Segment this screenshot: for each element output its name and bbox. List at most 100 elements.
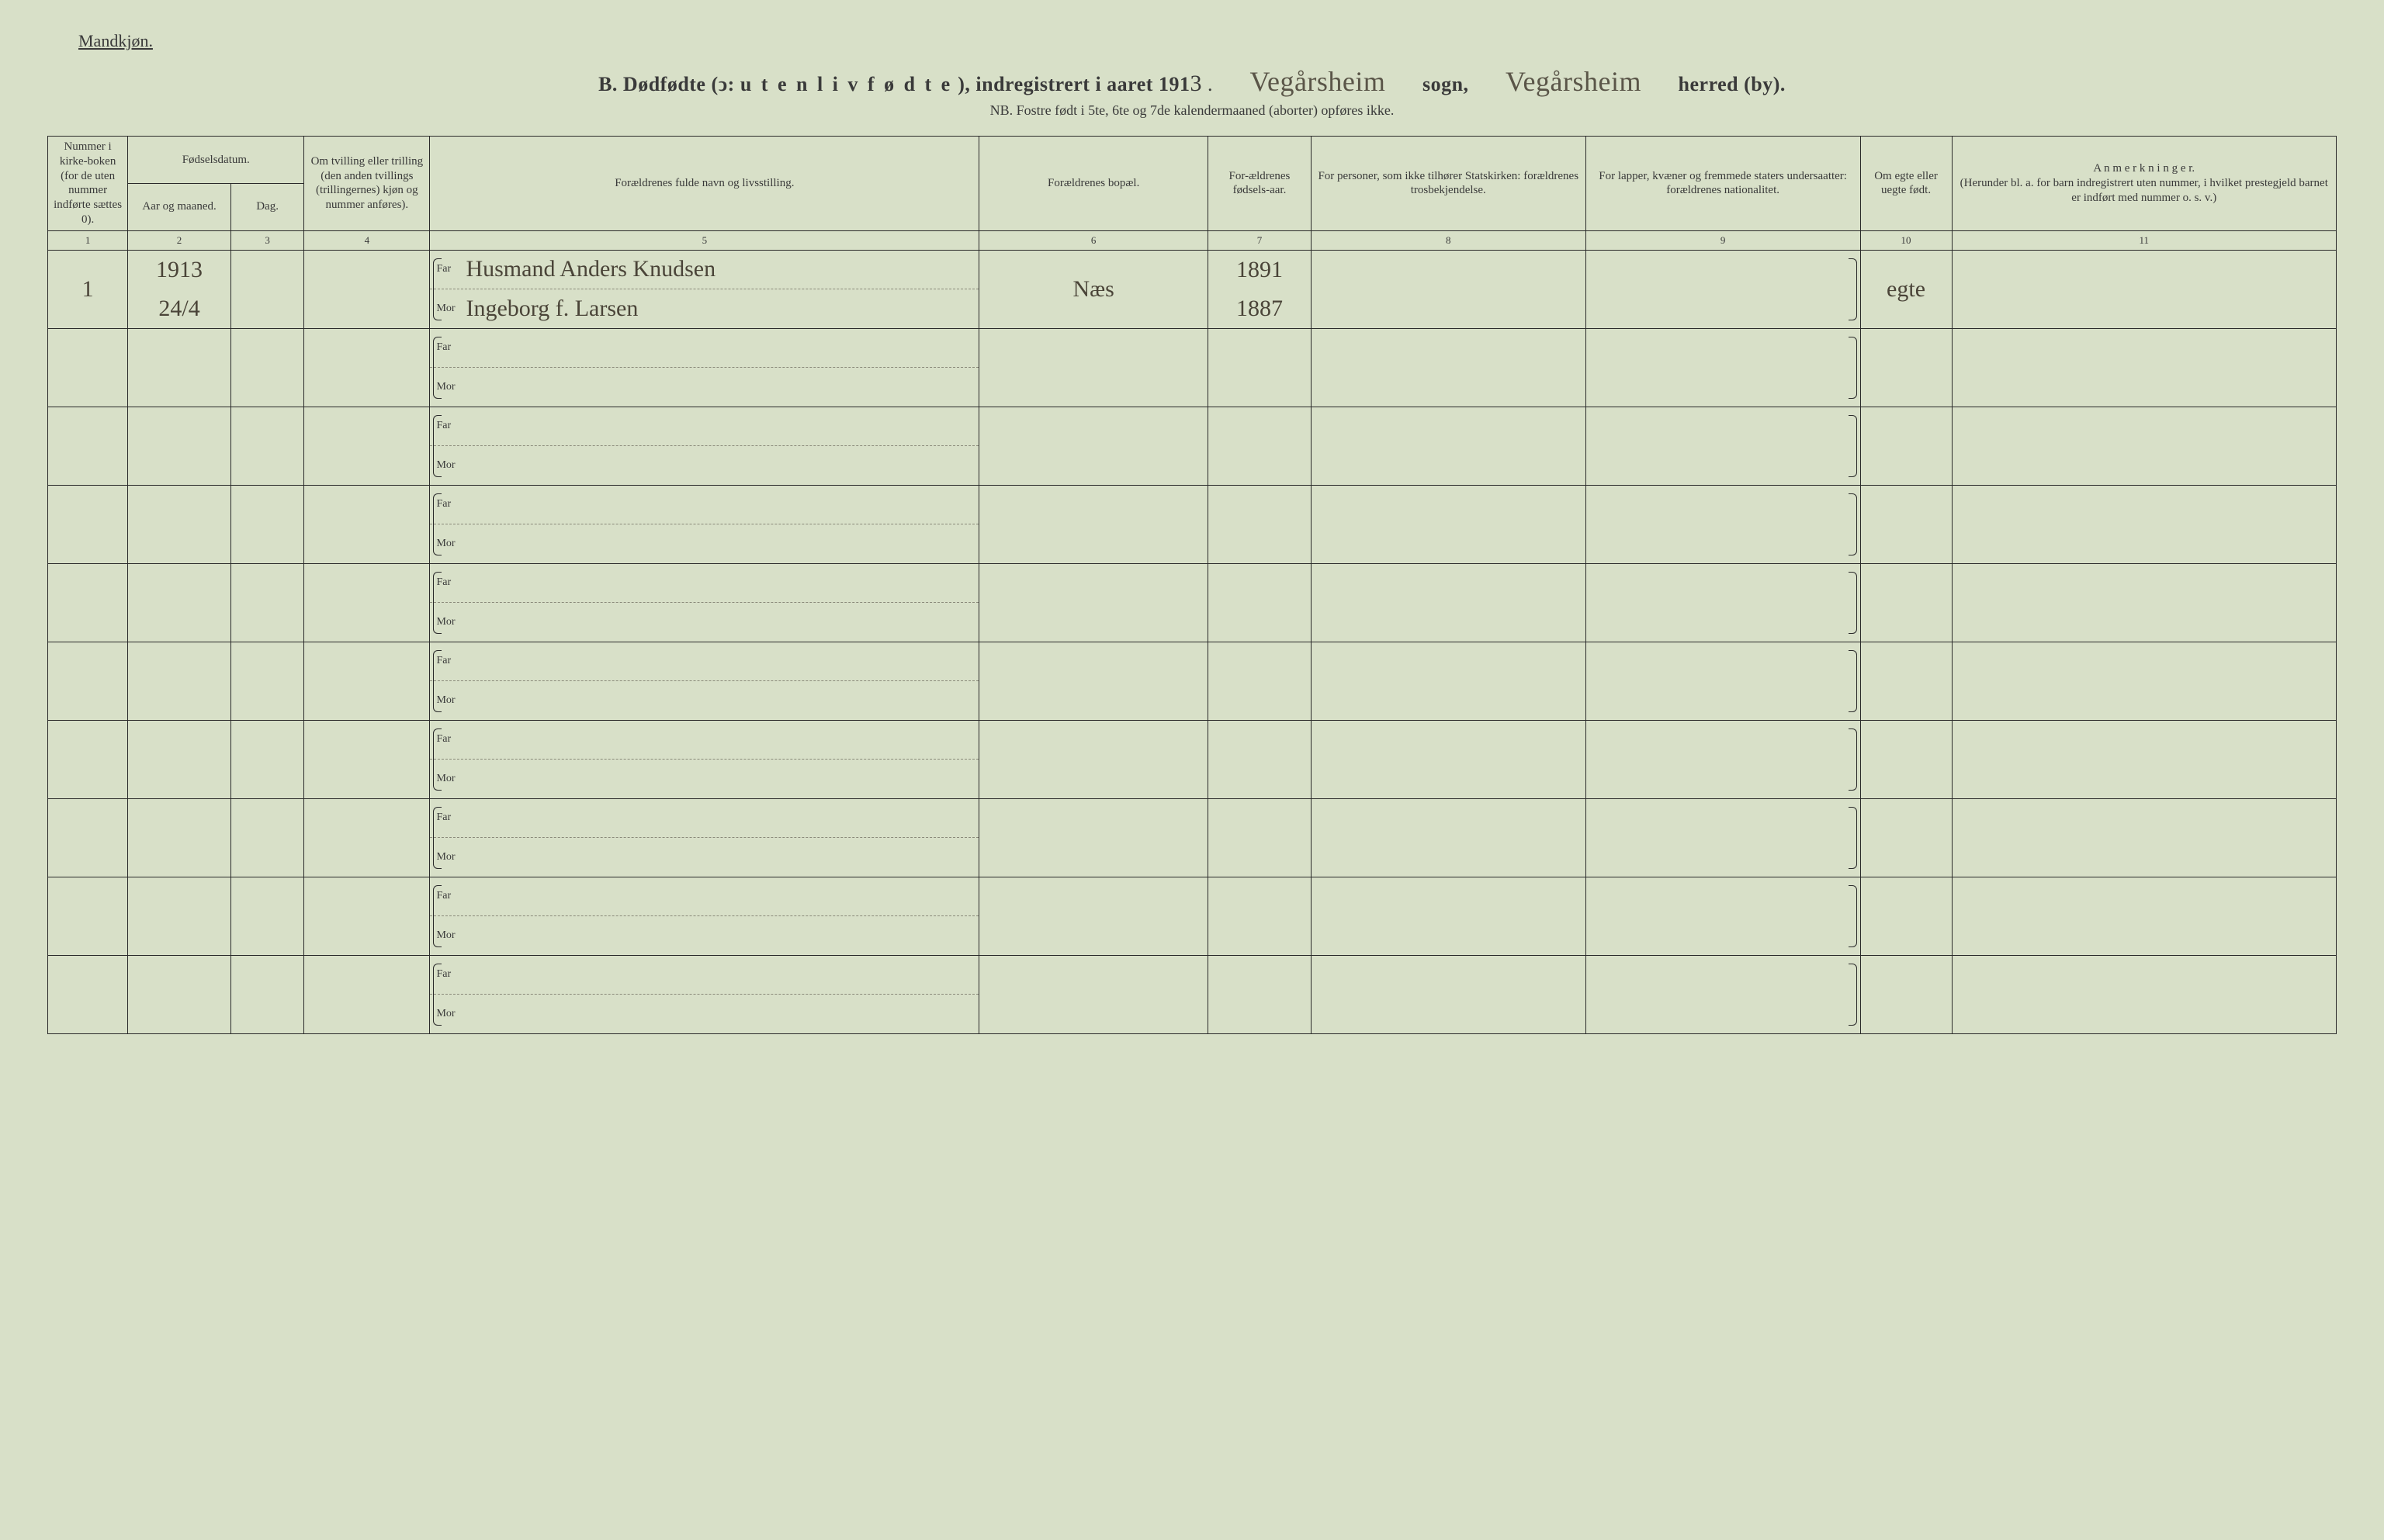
cell-num: 1 xyxy=(48,251,127,328)
mor-label: Mor xyxy=(436,851,466,863)
cell-anmerkninger xyxy=(1952,642,2336,720)
far-line: Far xyxy=(430,486,979,525)
col-foreldre-navn: Forældrenes fulde navn og livsstilling. xyxy=(430,137,979,231)
table-row: 1191324/4 FarHusmand Anders Knudsen MorI… xyxy=(48,250,2337,328)
cell-foreldre: Far Mor xyxy=(430,485,979,563)
cell-dag-empty xyxy=(231,329,303,407)
far-mor-block: Far Mor xyxy=(430,877,979,955)
cell-bopel xyxy=(979,328,1208,407)
far-name: Husmand Anders Knudsen xyxy=(466,256,716,282)
cell-egte xyxy=(1860,328,1952,407)
cell-aar xyxy=(128,799,230,838)
cell-tros xyxy=(1311,955,1585,1033)
cell-bopel xyxy=(979,329,1208,407)
cell-fodselsaar xyxy=(1208,328,1312,407)
col-aar: Aar og maaned. xyxy=(128,183,231,230)
cell-foreldre: Far Mor xyxy=(430,328,979,407)
cell-aar-stack: 191324/4 xyxy=(128,251,230,328)
colnum: 2 xyxy=(128,230,231,250)
cell-aar xyxy=(128,877,230,916)
far-aar xyxy=(1208,642,1311,681)
mor-label: Mor xyxy=(436,694,466,707)
cell-tros xyxy=(1312,642,1585,720)
far-label: Far xyxy=(436,576,466,589)
cell-nationalitet xyxy=(1585,720,1860,798)
cell-aar-stack xyxy=(128,564,230,642)
cell-nationalitet xyxy=(1585,955,1860,1033)
cell-tros xyxy=(1311,798,1585,877)
cell-aar-maaned xyxy=(128,485,231,563)
cell-aar-maaned xyxy=(128,563,231,642)
cell-anm xyxy=(1953,251,2336,328)
cell-fodselsaar-stack xyxy=(1208,642,1311,720)
cell-dag-empty xyxy=(231,877,303,955)
cell-nationalitet xyxy=(1585,250,1860,328)
far-line: Far xyxy=(430,642,979,682)
cell-foreldre: Far Mor xyxy=(430,720,979,798)
table-row: Far Mor xyxy=(48,798,2337,877)
cell-egte: egte xyxy=(1861,251,1952,328)
mor-aar xyxy=(1208,368,1311,407)
cell-dag xyxy=(128,603,230,642)
col-tvilling: Om tvilling eller trilling (den anden tv… xyxy=(304,137,430,231)
table-row: Far Mor xyxy=(48,642,2337,720)
cell-aar-stack xyxy=(128,642,230,720)
cell-dag xyxy=(128,838,230,877)
mor-label: Mor xyxy=(436,538,466,550)
cell-anmerkninger xyxy=(1952,563,2336,642)
cell-tvilling xyxy=(304,956,429,1033)
cell-tros xyxy=(1312,564,1585,642)
mor-line: Mor xyxy=(430,916,979,955)
cell-aar xyxy=(128,642,230,681)
far-line: FarHusmand Anders Knudsen xyxy=(430,251,979,290)
table-row: Far Mor xyxy=(48,720,2337,798)
cell-aar-maaned xyxy=(128,877,231,955)
cell-nat xyxy=(1586,329,1860,407)
cell-aar-stack xyxy=(128,877,230,955)
cell-anm xyxy=(1953,407,2336,485)
cell-aar-maaned xyxy=(128,720,231,798)
cell-nat xyxy=(1586,956,1860,1033)
far-aar xyxy=(1208,407,1311,446)
cell-anm xyxy=(1953,486,2336,563)
colnum: 10 xyxy=(1860,230,1952,250)
cell-egte xyxy=(1860,485,1952,563)
far-mor-block: Far Mor xyxy=(430,642,979,720)
cell-num xyxy=(48,721,127,798)
cell-anm xyxy=(1953,956,2336,1033)
gender-label: Mandkjøn. xyxy=(78,31,2337,51)
cell-tros xyxy=(1311,250,1585,328)
cell-nationalitet xyxy=(1585,563,1860,642)
cell-dag-col xyxy=(230,720,303,798)
table-row: Far Mor xyxy=(48,955,2337,1033)
cell-tvilling xyxy=(304,250,430,328)
cell-aar-maaned xyxy=(128,407,231,485)
cell-fodselsaar-stack xyxy=(1208,564,1311,642)
mor-label: Mor xyxy=(436,381,466,393)
cell-aar-stack xyxy=(128,799,230,877)
col-anm-sub: (Herunder bl. a. for barn indregistrert … xyxy=(1960,177,2328,204)
cell-tros xyxy=(1312,799,1585,877)
cell-anmerkninger xyxy=(1952,877,2336,955)
far-mor-block: Far Mor xyxy=(430,799,979,877)
cell-aar-maaned: 191324/4 xyxy=(128,250,231,328)
cell-aar xyxy=(128,486,230,524)
cell-bopel xyxy=(979,720,1208,798)
cell-foreldre: Far Mor xyxy=(430,955,979,1033)
far-mor-block: Far Mor xyxy=(430,329,979,407)
title-mid: ), indregistrert i aaret 191 xyxy=(958,73,1190,95)
cell-nummer xyxy=(48,563,128,642)
colnum: 5 xyxy=(430,230,979,250)
cell-nat xyxy=(1586,799,1860,877)
cell-aar-stack xyxy=(128,956,230,1033)
far-aar xyxy=(1208,564,1311,603)
cell-dag xyxy=(128,916,230,955)
cell-egte: egte xyxy=(1860,250,1952,328)
mor-line: Mor xyxy=(430,446,979,485)
cell-bopel xyxy=(979,799,1208,877)
colnum: 1 xyxy=(48,230,128,250)
far-line: Far xyxy=(430,407,979,447)
cell-dag-empty xyxy=(231,486,303,563)
cell-aar xyxy=(128,721,230,760)
far-label: Far xyxy=(436,968,466,981)
